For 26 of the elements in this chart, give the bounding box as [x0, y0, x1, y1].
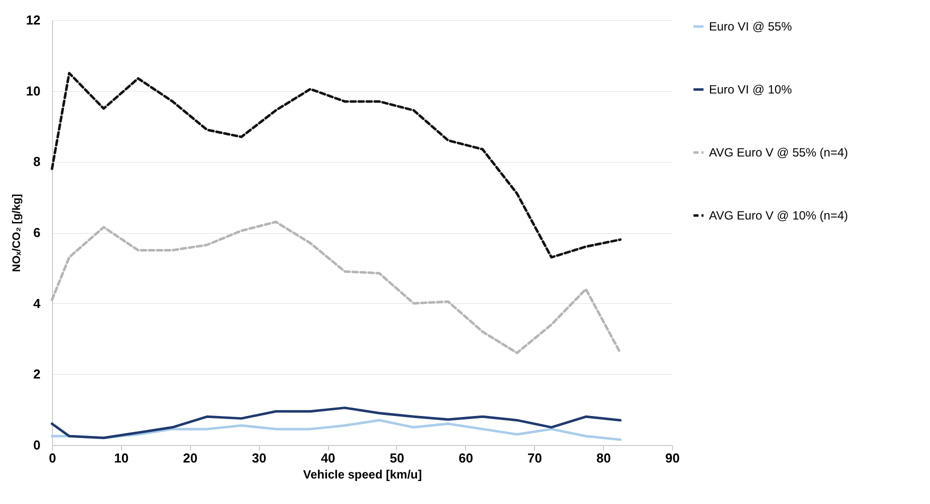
legend-label: AVG Euro V @ 10% (n=4): [709, 208, 848, 222]
x-axis-title: Vehicle speed [km/u]: [303, 468, 422, 482]
y-tick-label: 4: [33, 296, 42, 311]
x-tick-label: 70: [527, 450, 542, 466]
line-series: [50, 72, 622, 259]
y-tick-label: 0: [33, 438, 40, 452]
legend-label: Euro VI @ 55%: [709, 20, 792, 34]
line-series: [50, 406, 622, 440]
y-tick-label: 8: [33, 154, 40, 170]
x-tick-label: 90: [665, 450, 680, 466]
x-tick-label: 10: [114, 450, 129, 466]
x-tick-label: 20: [183, 450, 198, 466]
y-tick-label: 2: [33, 366, 40, 382]
y-tick-label: 12: [26, 12, 40, 28]
y-tick-label: 6: [33, 225, 40, 240]
x-tick-label: 50: [390, 450, 404, 466]
legend-label: Euro VI @ 10%: [709, 82, 792, 96]
legend-label: AVG Euro V @ 55% (n=4): [709, 146, 848, 160]
x-tick-label: 40: [320, 450, 336, 466]
x-tick-label: 30: [252, 450, 266, 466]
x-tick-label: 0: [48, 450, 56, 466]
y-axis-title: NOₓ/CO₂ [g/kg]: [11, 194, 24, 272]
line-series: [50, 220, 622, 354]
x-tick-label: 60: [458, 450, 474, 466]
y-tick-label: 10: [26, 83, 40, 98]
x-tick-label: 80: [596, 450, 611, 466]
